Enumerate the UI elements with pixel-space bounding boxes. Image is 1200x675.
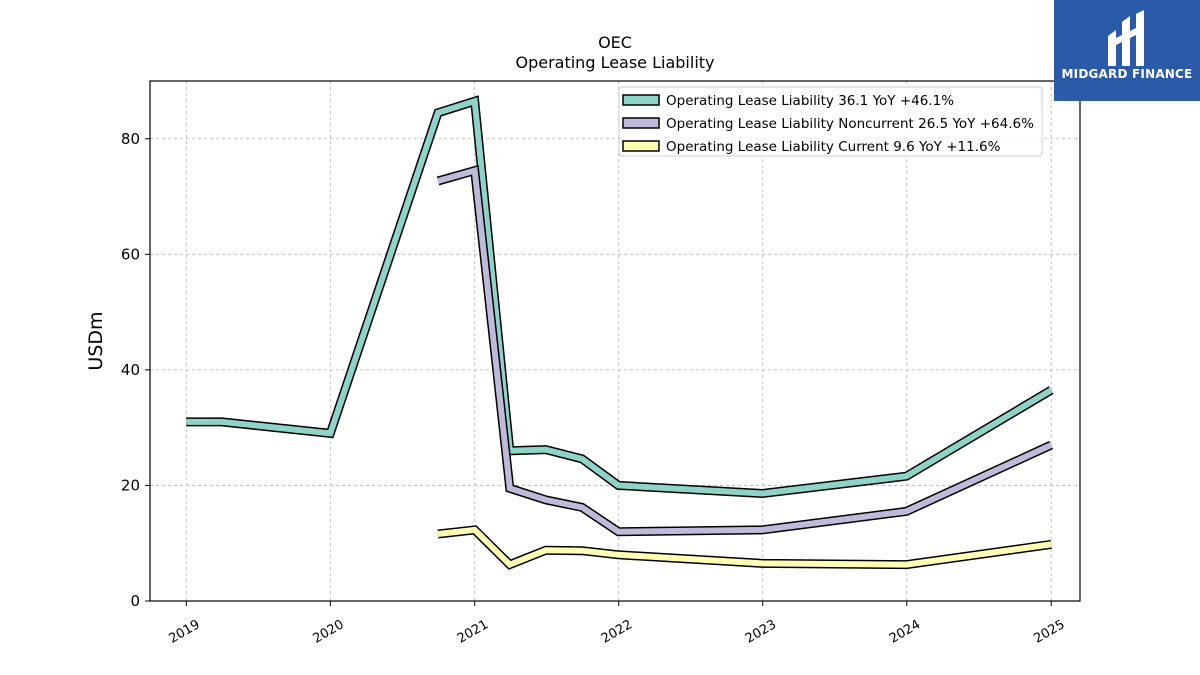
x-tick-label: 2023 bbox=[743, 617, 779, 647]
series-line-1 bbox=[437, 166, 1053, 535]
x-axis: 2019 2020 2021 2022 2023 2024 2025 bbox=[166, 601, 1068, 647]
y-tick-label: 60 bbox=[121, 245, 140, 263]
legend-swatch-1 bbox=[622, 117, 660, 129]
grid-lines bbox=[150, 81, 1080, 602]
series-line-2 bbox=[437, 526, 1052, 569]
plot-frame bbox=[149, 80, 1081, 602]
chart-subtitle: Operating Lease Liability bbox=[515, 53, 714, 72]
midgard-logo-icon bbox=[1108, 10, 1144, 66]
y-axis: 0 20 40 60 80 bbox=[121, 130, 150, 610]
x-tick-label: 2021 bbox=[455, 617, 491, 647]
legend-entry-0: Operating Lease Liability 36.1 YoY +46.1… bbox=[666, 93, 954, 109]
x-tick-label: 2020 bbox=[310, 617, 346, 647]
legend: Operating Lease Liability 36.1 YoY +46.1… bbox=[618, 86, 1043, 157]
chart-title: OEC bbox=[598, 33, 632, 52]
legend-entry-1: Operating Lease Liability Noncurrent 26.… bbox=[666, 116, 1034, 132]
brand-name: MIDGARD FINANCE bbox=[1061, 67, 1193, 81]
legend-box bbox=[618, 86, 1043, 157]
y-tick-label: 80 bbox=[121, 130, 140, 148]
series-outline-1 bbox=[436, 164, 1054, 537]
x-tick-label: 2019 bbox=[166, 617, 202, 647]
y-tick-label: 40 bbox=[121, 361, 140, 379]
x-tick-label: 2022 bbox=[599, 617, 635, 647]
brand-logo: MIDGARD FINANCE bbox=[1054, 0, 1200, 101]
y-tick-label: 0 bbox=[130, 592, 140, 610]
legend-entry-2: Operating Lease Liability Current 9.6 Yo… bbox=[666, 139, 1001, 155]
y-axis-label: USDm bbox=[85, 311, 107, 370]
legend-swatch-0 bbox=[622, 94, 660, 106]
x-tick-label: 2024 bbox=[887, 617, 923, 647]
series-line-0 bbox=[186, 97, 1053, 497]
y-tick-label: 20 bbox=[121, 476, 140, 494]
x-tick-label: 2025 bbox=[1031, 617, 1067, 647]
series-lines bbox=[186, 95, 1054, 570]
legend-swatch-2 bbox=[622, 140, 660, 152]
